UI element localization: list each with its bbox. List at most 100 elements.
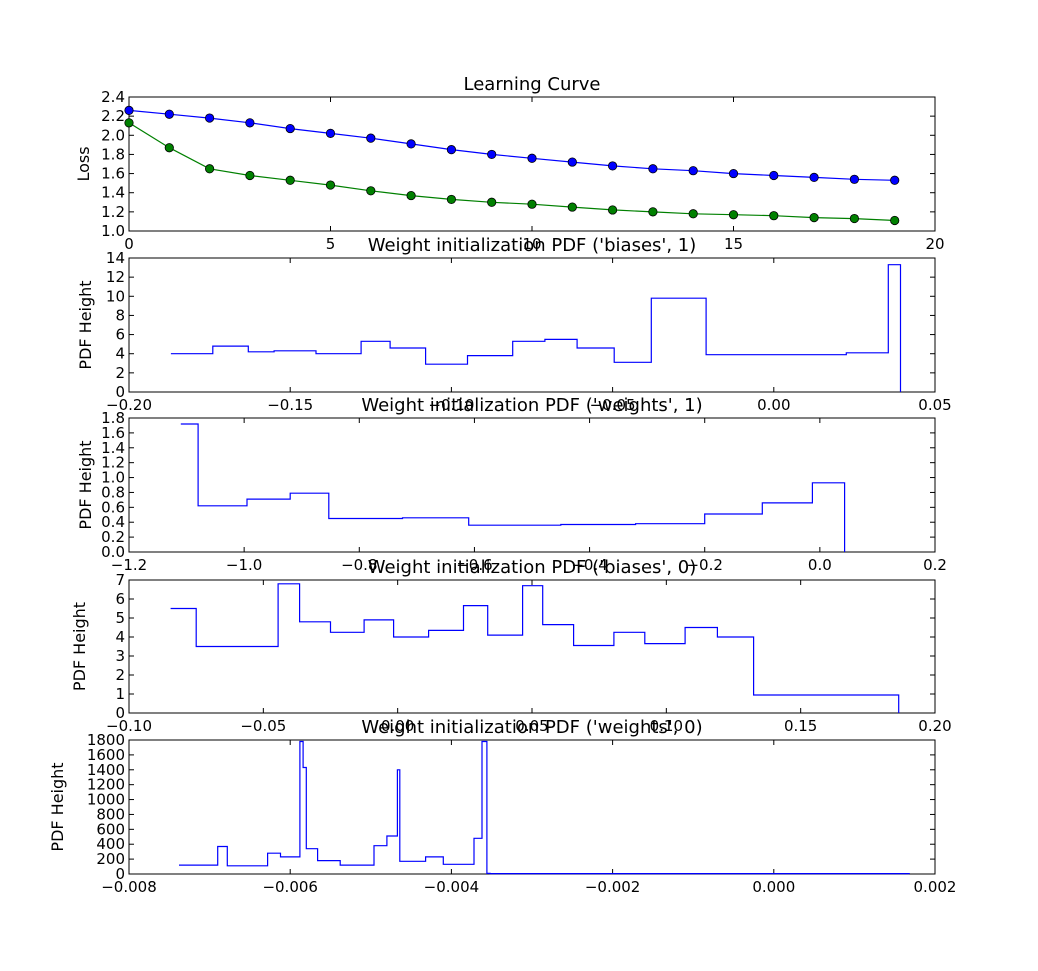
y-tick-label: 1800 <box>87 731 125 749</box>
y-tick-label: 4 <box>115 628 125 646</box>
y-axis-label: PDF Height <box>76 280 95 369</box>
chart-panel-3: −1.2 −1.0 −0.8 −0.6 −0.4 −0.2 0.0 0.20.00.20.40… <box>76 395 947 574</box>
y-tick-label: 4 <box>115 345 125 363</box>
y-tick-label: 2.0 <box>101 126 125 144</box>
data-point <box>164 143 174 153</box>
series-line-1 <box>180 423 846 552</box>
data-point <box>446 194 456 205</box>
y-tick-label: 1.2 <box>101 203 125 221</box>
series-line-1 <box>179 740 910 875</box>
y-tick-label: 1.2 <box>101 454 125 472</box>
data-point <box>728 210 739 220</box>
x-tick-label: 0.002 <box>914 878 957 896</box>
y-tick-label: 12 <box>106 268 125 286</box>
data-point <box>849 174 860 184</box>
y-tick-label: 1600 <box>87 746 125 764</box>
panel-title: Weight initialization PDF ('weights', 1) <box>361 395 702 416</box>
x-tick-label: −0.8 <box>341 556 377 574</box>
data-point <box>446 145 456 155</box>
x-tick-label: −0.10 <box>428 396 474 414</box>
y-tick-label: 800 <box>96 805 125 823</box>
x-tick-label: −0.004 <box>424 878 480 896</box>
data-point <box>205 113 215 123</box>
data-point <box>487 197 497 207</box>
data-point <box>648 207 658 217</box>
x-tick-label: −0.10 <box>106 717 152 735</box>
y-tick-label: 2 <box>115 666 125 684</box>
x-tick-label: 0 <box>124 235 134 253</box>
y-tick-label: 0.6 <box>101 498 125 516</box>
data-point <box>406 139 416 149</box>
data-point <box>769 211 779 221</box>
x-tick-label: −0.002 <box>585 878 641 896</box>
y-tick-label: 5 <box>115 609 125 627</box>
data-point <box>728 168 739 179</box>
y-tick-label: 0.2 <box>101 528 125 546</box>
x-tick-label: −0.006 <box>262 878 318 896</box>
y-tick-label: 1.8 <box>101 409 125 427</box>
y-tick-label: 7 <box>115 571 125 589</box>
y-tick-label: 1.8 <box>101 145 125 163</box>
x-tick-label: −0.20 <box>106 396 152 414</box>
y-tick-label: 1.0 <box>101 222 125 240</box>
x-tick-label: 0.00 <box>381 717 414 735</box>
x-tick-label: 0.05 <box>918 396 951 414</box>
series-line-1 <box>170 264 902 392</box>
data-point <box>527 199 537 209</box>
panel-title: Weight initialization PDF ('weights', 0) <box>361 717 702 738</box>
y-tick-label: 2 <box>115 364 125 382</box>
y-axis-label: PDF Height <box>70 602 89 691</box>
data-point <box>607 161 618 171</box>
y-tick-label: 6 <box>115 326 125 344</box>
y-tick-label: 6 <box>115 590 125 608</box>
x-tick-label: 0.20 <box>918 717 951 735</box>
y-tick-label: 1.4 <box>101 439 125 457</box>
y-tick-label: 0 <box>115 383 125 401</box>
data-point <box>809 172 819 182</box>
panel-title: Weight initialization PDF ('biases', 0) <box>368 557 697 578</box>
x-tick-label: −0.15 <box>267 396 313 414</box>
data-point <box>164 109 174 119</box>
plot-area-frame <box>128 417 936 553</box>
y-tick-label: 1.6 <box>101 165 125 183</box>
data-point <box>205 164 215 174</box>
data-point <box>366 133 376 143</box>
series-line-1 <box>170 583 900 713</box>
y-tick-label: 0.4 <box>101 513 125 531</box>
y-tick-label: 200 <box>96 850 125 868</box>
y-tick-label: 10 <box>106 287 125 305</box>
x-tick-label: 0.10 <box>650 717 683 735</box>
data-point <box>890 175 900 185</box>
x-tick-label: 15 <box>724 235 743 253</box>
data-point <box>567 157 577 167</box>
x-tick-label: 0.2 <box>923 556 947 574</box>
data-point <box>688 166 698 176</box>
data-point <box>285 123 295 134</box>
x-tick-label: −0.05 <box>240 717 286 735</box>
data-point <box>769 170 779 181</box>
x-tick-label: 0.05 <box>515 717 548 735</box>
x-tick-label: 5 <box>326 235 336 253</box>
data-point <box>325 180 336 190</box>
panel-title: Weight initialization PDF ('biases', 1) <box>368 235 697 256</box>
series-line-2 <box>128 122 895 222</box>
data-point <box>406 190 416 201</box>
data-point <box>688 209 698 219</box>
y-tick-label: 1200 <box>87 776 125 794</box>
y-tick-label: 0 <box>115 704 125 722</box>
x-tick-label: −0.4 <box>571 556 607 574</box>
x-tick-label: 20 <box>925 235 944 253</box>
y-tick-label: 1400 <box>87 761 125 779</box>
plot-area-frame <box>128 739 936 875</box>
plot-area-frame <box>128 257 936 393</box>
y-tick-label: 0.8 <box>101 483 125 501</box>
data-point <box>366 186 376 196</box>
data-point <box>285 175 295 185</box>
y-tick-label: 1.0 <box>101 469 125 487</box>
x-tick-label: −1.0 <box>226 556 262 574</box>
x-tick-label: 0.00 <box>757 396 790 414</box>
data-point <box>124 105 134 116</box>
y-tick-label: 1.6 <box>101 424 125 442</box>
x-tick-label: 10 <box>522 235 541 253</box>
